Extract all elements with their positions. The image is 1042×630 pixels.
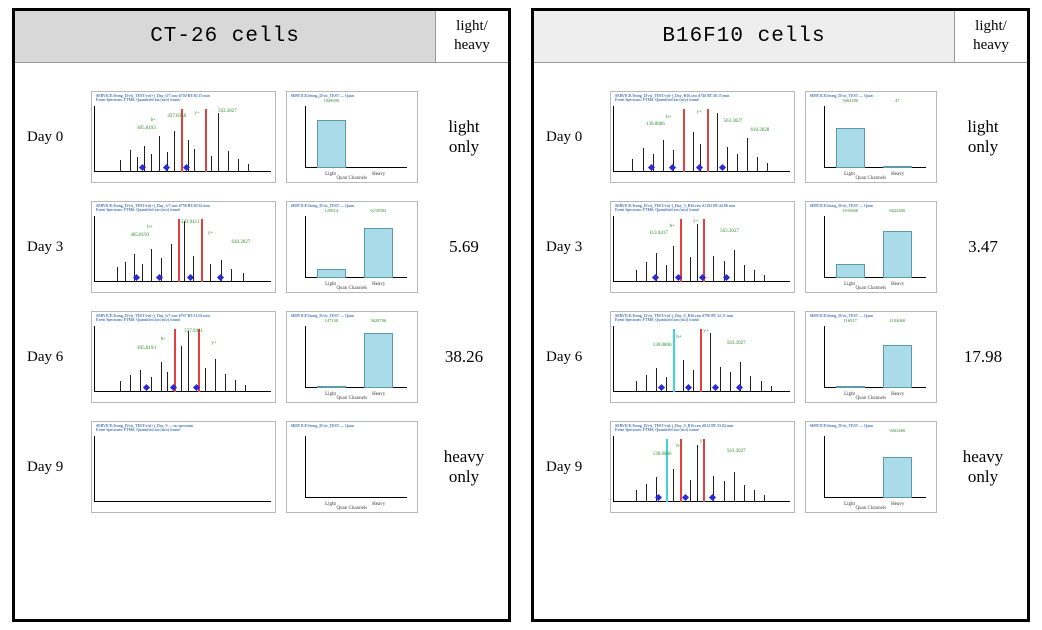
spectrum-plot: SERVICE/Jeong_D/vit_TEST/vit(+)_Day_0/7.…	[91, 91, 276, 183]
ratio-value: lightonly	[947, 117, 1019, 158]
spectrum-plot: SERVICE/Jeong_D/vit_TEST/vit(-)_Day_B16.…	[610, 91, 795, 183]
spectrum-plot: SERVICE/Jeong_D/vit_TEST/vit(-)_Day_3_B1…	[610, 201, 795, 293]
panel-title-ct26: CT-26 cells	[15, 11, 436, 62]
quant-plot: SERVICE/Jeong_D/vit_TEST — Quan 129814 6…	[286, 201, 418, 293]
quant-plot: SERVICE/Jeong_D/vit_TEST — Quan 1910660 …	[805, 201, 937, 293]
panel-title-b16f10: B16F10 cells	[534, 11, 955, 62]
day-label: Day 6	[542, 349, 600, 366]
ratio-header-b16f10: light/ heavy	[955, 11, 1027, 62]
quant-plot: SERVICE/Jeong_D/vit_TEST — Quan 9263480 …	[805, 421, 937, 513]
panel-header-b16f10: B16F10 cells light/ heavy	[534, 11, 1027, 63]
row-b16-day3: Day 3 SERVICE/Jeong_D/vit_TEST/vit(-)_Da…	[542, 201, 1019, 293]
spectrum-plot: SERVICE/Jeong_D/vit_TEST/vit(-)_Day_6_B1…	[610, 311, 795, 403]
day-label: Day 6	[23, 349, 81, 366]
ratio-header-line2: heavy	[973, 37, 1009, 53]
ratio-header-ct26: light/ heavy	[436, 11, 508, 62]
ratio-header-line1: light/	[456, 18, 488, 34]
spectrum-plot: SERVICE/Jeong_D/vit_TEST/vit(-)_Day_9_B1…	[610, 421, 795, 513]
day-label: Day 3	[542, 239, 600, 256]
quant-plot: SERVICE/Jeong_D/vit_TEST — Quan 147130 5…	[286, 311, 418, 403]
day-label: Day 9	[23, 459, 81, 476]
panel-ct26: CT-26 cells light/ heavy Day 0 SERVICE/J…	[12, 8, 511, 622]
ratio-value: 3.47	[947, 237, 1019, 257]
row-ct26-day3: Day 3 SERVICE/Jeong_D/vit_TEST/vit(+)_Da…	[23, 201, 500, 293]
ratio-header-line1: light/	[975, 18, 1007, 34]
day-label: Day 0	[23, 129, 81, 146]
quant-plot: SERVICE/Jeong_D/vit_TEST — Quan 1049690 …	[286, 91, 418, 183]
row-ct26-day9: Day 9 SERVICE/Jeong_D/vit_TEST/vit(+)_Da…	[23, 421, 500, 513]
panel-body-ct26: Day 0 SERVICE/Jeong_D/vit_TEST/vit(+)_Da…	[15, 63, 508, 619]
day-label: Day 0	[542, 129, 600, 146]
row-b16-day9: Day 9 SERVICE/Jeong_D/vit_TEST/vit(-)_Da…	[542, 421, 1019, 513]
quant-plot: SERVICE/Jeong_D/vit_TEST — Quan Light He…	[286, 421, 418, 513]
row-ct26-day6: Day 6 SERVICE/Jeong_D/vit_TEST/vit(+)_Da…	[23, 311, 500, 403]
row-b16-day0: Day 0 SERVICE/Jeong_D/vit_TEST/vit(-)_Da…	[542, 91, 1019, 183]
ratio-header-line2: heavy	[454, 37, 490, 53]
ratio-value: 5.69	[428, 237, 500, 257]
panel-header-ct26: CT-26 cells light/ heavy	[15, 11, 508, 63]
ratio-value: 38.26	[428, 347, 500, 367]
ratio-value: lightonly	[428, 117, 500, 158]
ratio-value: heavyonly	[947, 447, 1019, 488]
spectrum-plot: SERVICE/Jeong_D/vit_TEST/vit(+)_Day_9 — …	[91, 421, 276, 513]
quant-plot: SERVICE/Jeong_D/vit_TEST — Quan 116917 2…	[805, 311, 937, 403]
day-label: Day 9	[542, 459, 600, 476]
spectrum-plot: SERVICE/Jeong_D/vit_TEST/vit(+)_Day_6/7.…	[91, 311, 276, 403]
ratio-value: 17.98	[947, 347, 1019, 367]
quant-plot: SERVICE/Jeong_D/vit_TEST — Quan 3064180 …	[805, 91, 937, 183]
panel-body-b16f10: Day 0 SERVICE/Jeong_D/vit_TEST/vit(-)_Da…	[534, 63, 1027, 619]
row-ct26-day0: Day 0 SERVICE/Jeong_D/vit_TEST/vit(+)_Da…	[23, 91, 500, 183]
day-label: Day 3	[23, 239, 81, 256]
ratio-value: heavyonly	[428, 447, 500, 488]
spectrum-plot: SERVICE/Jeong_D/vit_TEST/vit(+)_Day_3/7.…	[91, 201, 276, 293]
panel-b16f10: B16F10 cells light/ heavy Day 0 SERVICE/…	[531, 8, 1030, 622]
row-b16-day6: Day 6 SERVICE/Jeong_D/vit_TEST/vit(-)_Da…	[542, 311, 1019, 403]
